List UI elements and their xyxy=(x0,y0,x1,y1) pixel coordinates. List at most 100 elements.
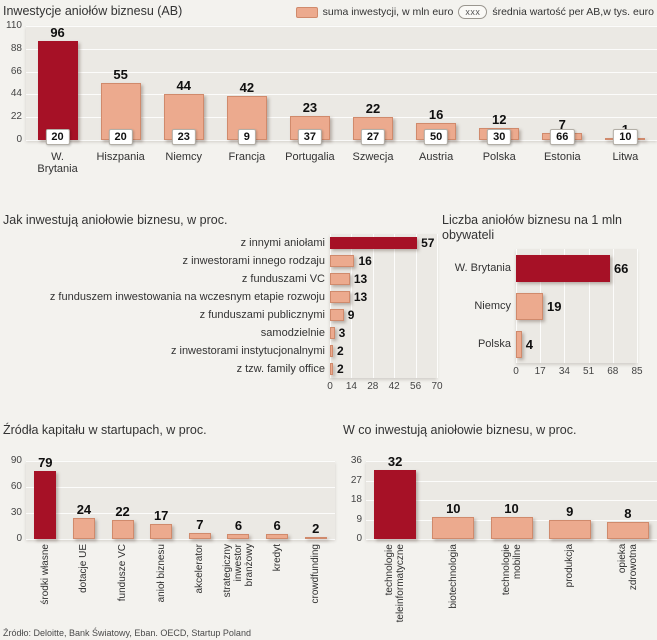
chart5-y-axis: 36 27 18 9 0 xyxy=(340,456,366,544)
bar-value-label: 79 xyxy=(38,454,53,470)
avg-value-box: 20 xyxy=(45,129,70,145)
y-tick-label: 0 xyxy=(16,533,22,544)
bar xyxy=(330,255,355,267)
category-label-cell: Estonia xyxy=(531,151,594,175)
bar xyxy=(37,40,78,140)
bar xyxy=(330,237,418,249)
chart4-body: 90 60 30 0 79 24 22 17 7 6 6 2 środki własne dotacj… xyxy=(0,455,335,632)
bar-group: 12 30 xyxy=(468,26,531,145)
category-label-cell: kredyt xyxy=(258,544,297,632)
x-tick-label: 28 xyxy=(367,381,379,392)
bar xyxy=(330,345,334,357)
source-note: Źródło: Deloitte, Bank Światowy, Eban. O… xyxy=(3,628,251,638)
legend-avg-label: średnia wartość per AB,w tys. euro xyxy=(492,6,654,18)
category-label: środki własne xyxy=(39,544,51,605)
bar-row: z funduszami publicznymi 9 xyxy=(0,306,450,324)
bar xyxy=(516,254,610,282)
x-tick-label: 34 xyxy=(558,366,570,377)
category-label-cell: anioł biznesu xyxy=(142,544,181,632)
category-label: z innymi aniołami xyxy=(240,237,325,249)
bar xyxy=(606,521,649,539)
grid-line xyxy=(588,249,590,363)
bar xyxy=(188,532,211,539)
grid-line xyxy=(26,487,335,488)
y-tick-label: 110 xyxy=(6,20,22,31)
bar-group: 9 xyxy=(541,461,599,539)
x-tick-label: 0 xyxy=(327,381,333,392)
bar-group: 24 xyxy=(65,461,104,539)
bar-group: 16 50 xyxy=(405,26,468,145)
bar-row: z funduszami VC 13 xyxy=(0,270,450,288)
category-label: z inwestorami innego rodzaju xyxy=(182,255,325,267)
bar xyxy=(330,291,350,303)
chart1-main: 9620552044234292337222716501230766110 W.… xyxy=(26,24,657,175)
bar-value-label: 17 xyxy=(153,508,169,524)
x-tick-label: 70 xyxy=(431,381,443,392)
category-label: Estonia xyxy=(543,151,581,163)
category-label-cell: środki własne xyxy=(26,544,65,632)
chart5-plot-area: 32 10 10 9 8 xyxy=(366,454,657,540)
bar-value-label: 2 xyxy=(312,521,320,536)
category-label: z inwestorami instytucjonalnymi xyxy=(170,345,325,357)
bar-row: Polska 4 xyxy=(440,325,657,363)
y-tick-label: 90 xyxy=(10,455,22,466)
x-tick-label: 85 xyxy=(631,366,643,377)
category-label: kredyt xyxy=(271,544,283,572)
bar-value-label: 42 xyxy=(239,80,255,96)
category-label: strategiczny inwestor branżowy xyxy=(221,544,255,598)
avg-value-box: 9 xyxy=(237,129,256,145)
grid-line xyxy=(612,249,614,363)
bar xyxy=(516,330,522,358)
bar xyxy=(432,517,475,539)
category-label: opieka zdrowotna xyxy=(616,544,639,591)
y-tick-label: 18 xyxy=(350,494,362,505)
y-tick-label: 0 xyxy=(356,533,362,544)
bar-group: 44 23 xyxy=(152,26,215,145)
category-label: W. Brytania xyxy=(37,151,78,175)
bar-group: 10 xyxy=(482,461,540,539)
category-label: produkcja xyxy=(564,544,576,588)
y-tick-label: 9 xyxy=(356,513,362,525)
chart2-plot-area: z innymi aniołami 57 z inwestorami innego … xyxy=(0,234,450,392)
y-tick-label: 22 xyxy=(10,111,22,123)
x-tick-label: 42 xyxy=(388,381,400,392)
bar xyxy=(34,470,57,539)
c2-x-axis: 0 14 28 42 56 70 xyxy=(327,381,442,393)
category-label-cell: akcelerator xyxy=(181,544,220,632)
category-label-cell: Austria xyxy=(405,151,468,175)
grid-line xyxy=(26,94,657,96)
category-label: fundusze VC xyxy=(117,544,129,602)
bar-value-label: 44 xyxy=(176,78,191,94)
bar-group: 32 xyxy=(366,454,424,539)
bar-value-label: 96 xyxy=(50,24,65,40)
category-label-cell: dotacje UE xyxy=(65,544,104,632)
bar-row: samodzielnie 3 xyxy=(0,324,450,342)
category-label: crowdfunding xyxy=(310,544,322,604)
bar xyxy=(516,292,544,320)
c1-bars: 9620552044234292337222716501230766110 xyxy=(26,24,657,145)
chart-how-angels-invest: Jak inwestują aniołowie biznesu, w proc.… xyxy=(0,213,450,392)
category-label: technologie mobilne xyxy=(500,544,523,596)
chart5-body: 36 27 18 9 0 32 10 10 9 8 technologie teleinform… xyxy=(340,454,657,632)
chart2-title: Jak inwestują aniołowie biznesu, w proc. xyxy=(3,213,228,227)
avg-value-box: 50 xyxy=(423,129,449,145)
bar-value-label: 3 xyxy=(338,326,346,340)
c5-bars: 32 10 10 9 8 xyxy=(366,454,657,539)
bar-group: 23 37 xyxy=(278,26,341,145)
bar xyxy=(72,518,95,539)
chart4-main: 79 24 22 17 7 6 6 2 środki własne dotacje UE fund… xyxy=(26,455,335,632)
avg-value-box: 37 xyxy=(297,129,323,145)
bar-group: 2 xyxy=(296,461,335,539)
chart-angel-investment-sectors: W co inwestują aniołowie biznesu, w proc… xyxy=(340,423,657,632)
category-label-cell: Portugalia xyxy=(278,151,341,175)
bar-value-label: 7 xyxy=(558,116,566,132)
chart1-title: Inwestycje aniołów biznesu (AB) xyxy=(3,4,183,18)
x-tick-label: 0 xyxy=(513,366,519,377)
bar xyxy=(266,533,289,539)
bar-value-label: 55 xyxy=(113,67,128,82)
grid-line xyxy=(351,234,353,378)
grid-line xyxy=(26,48,657,50)
bar xyxy=(490,517,533,539)
avg-value-box: 10 xyxy=(613,129,638,145)
